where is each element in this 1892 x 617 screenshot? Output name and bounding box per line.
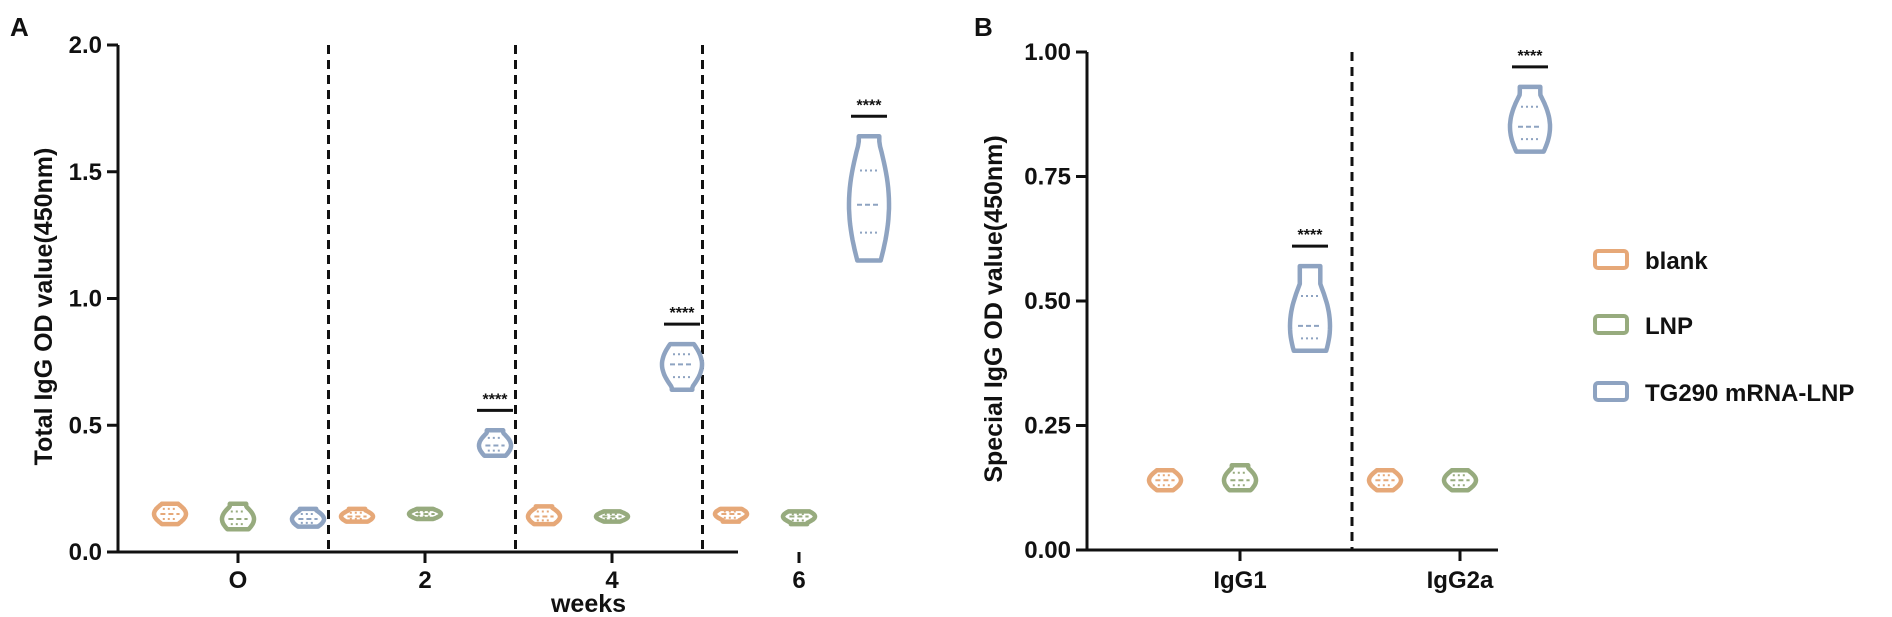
panel-b-y-tick-label: 0.25 bbox=[1024, 413, 1071, 440]
legend-swatch-lnp bbox=[1593, 314, 1629, 335]
panel-a-y-tick-label: 2.0 bbox=[69, 32, 102, 59]
panel-a-violin-lnp-o bbox=[219, 501, 257, 532]
panel-a-significance-label: **** bbox=[483, 391, 509, 408]
legend-label-blank: blank bbox=[1645, 248, 1708, 275]
legend-label-tg290-mrna-lnp: TG290 mRNA-LNP bbox=[1645, 380, 1854, 407]
panel-b-y-tick-label: 0.50 bbox=[1024, 288, 1071, 315]
panel-a-y-tick-label: 1.0 bbox=[69, 286, 102, 313]
panel-b-violin-tg290-mrna-lnp-igg2a bbox=[1507, 84, 1553, 154]
panel-a-significance-label: **** bbox=[670, 305, 696, 322]
panel-a-y-tick-label: 0.0 bbox=[69, 539, 102, 566]
panel-b-violin-blank-igg1 bbox=[1146, 468, 1184, 493]
panel-b-violin-blank-igg2a bbox=[1366, 468, 1404, 493]
panel-a-letter: A bbox=[10, 12, 29, 42]
panel-a-x-title: weeks bbox=[550, 590, 626, 617]
panel-b-y-tick-label: 0.75 bbox=[1024, 164, 1071, 191]
panel-a-violin-blank-6 bbox=[712, 506, 750, 524]
panel-a-violin-tg290-mrna-lnp-o bbox=[289, 506, 327, 529]
panel-a-y-tick-label: 1.5 bbox=[69, 159, 102, 186]
legend: blank LNP TG290 mRNA-LNP bbox=[1593, 248, 1854, 407]
panel-b-y-tick-label: 0.00 bbox=[1024, 537, 1071, 564]
panel-b-y-tick-label: 1.00 bbox=[1024, 39, 1071, 66]
panel-a-violin-blank-4 bbox=[525, 504, 563, 527]
legend-label-lnp: LNP bbox=[1645, 313, 1693, 340]
panel-b-y-title: Special IgG OD value(450nm) bbox=[980, 135, 1008, 482]
panel-a-chart: 0.0 0.5 1.0 1.5 2.0 Total IgG OD value(450nm)… bbox=[30, 32, 892, 617]
panel-b-letter: B bbox=[974, 12, 993, 42]
panel-a-y-tick-label: 0.5 bbox=[69, 412, 102, 439]
panel-b-violin-lnp-igg1 bbox=[1221, 463, 1259, 493]
panel-a-x-tick-label-o: O bbox=[229, 567, 248, 594]
panel-a-violin-lnp-6 bbox=[780, 509, 818, 527]
panel-a-violin-tg290-mrna-lnp-6 bbox=[846, 134, 892, 263]
legend-swatch-tg290-mrna-lnp bbox=[1593, 381, 1629, 402]
panel-a-violin-lnp-4 bbox=[593, 509, 631, 524]
panel-b-x-tick-label-igg2a: IgG2a bbox=[1427, 567, 1494, 594]
panel-b-violin-lnp-igg2a bbox=[1441, 468, 1479, 493]
panel-b-x-tick-label-igg1: IgG1 bbox=[1213, 567, 1266, 594]
panel-b-chart: 0.00 0.25 0.50 0.75 1.00 Special IgG OD value… bbox=[980, 39, 1553, 594]
legend-swatch-blank bbox=[1593, 249, 1629, 270]
panel-b-significance-label: **** bbox=[1518, 48, 1544, 65]
panel-a-significance-label: **** bbox=[857, 97, 883, 114]
panel-a-violin-tg290-mrna-lnp-2 bbox=[476, 428, 514, 458]
panel-a-violin-lnp-2 bbox=[406, 506, 444, 522]
panel-a-violin-tg290-mrna-lnp-4 bbox=[659, 341, 705, 393]
panel-a-violin-blank-2 bbox=[338, 506, 376, 524]
panel-b-significance-label: **** bbox=[1298, 227, 1324, 244]
panel-a-x-tick-label-2: 2 bbox=[418, 567, 431, 594]
panel-a-violin-blank-o bbox=[151, 501, 189, 527]
panel-a-y-title: Total IgG OD value(450nm) bbox=[30, 148, 58, 466]
panel-b-violin-tg290-mrna-lnp-igg1 bbox=[1287, 263, 1333, 354]
panel-a-x-tick-label-6: 6 bbox=[792, 567, 805, 594]
panel-a-x-tick-label-4: 4 bbox=[605, 567, 619, 594]
